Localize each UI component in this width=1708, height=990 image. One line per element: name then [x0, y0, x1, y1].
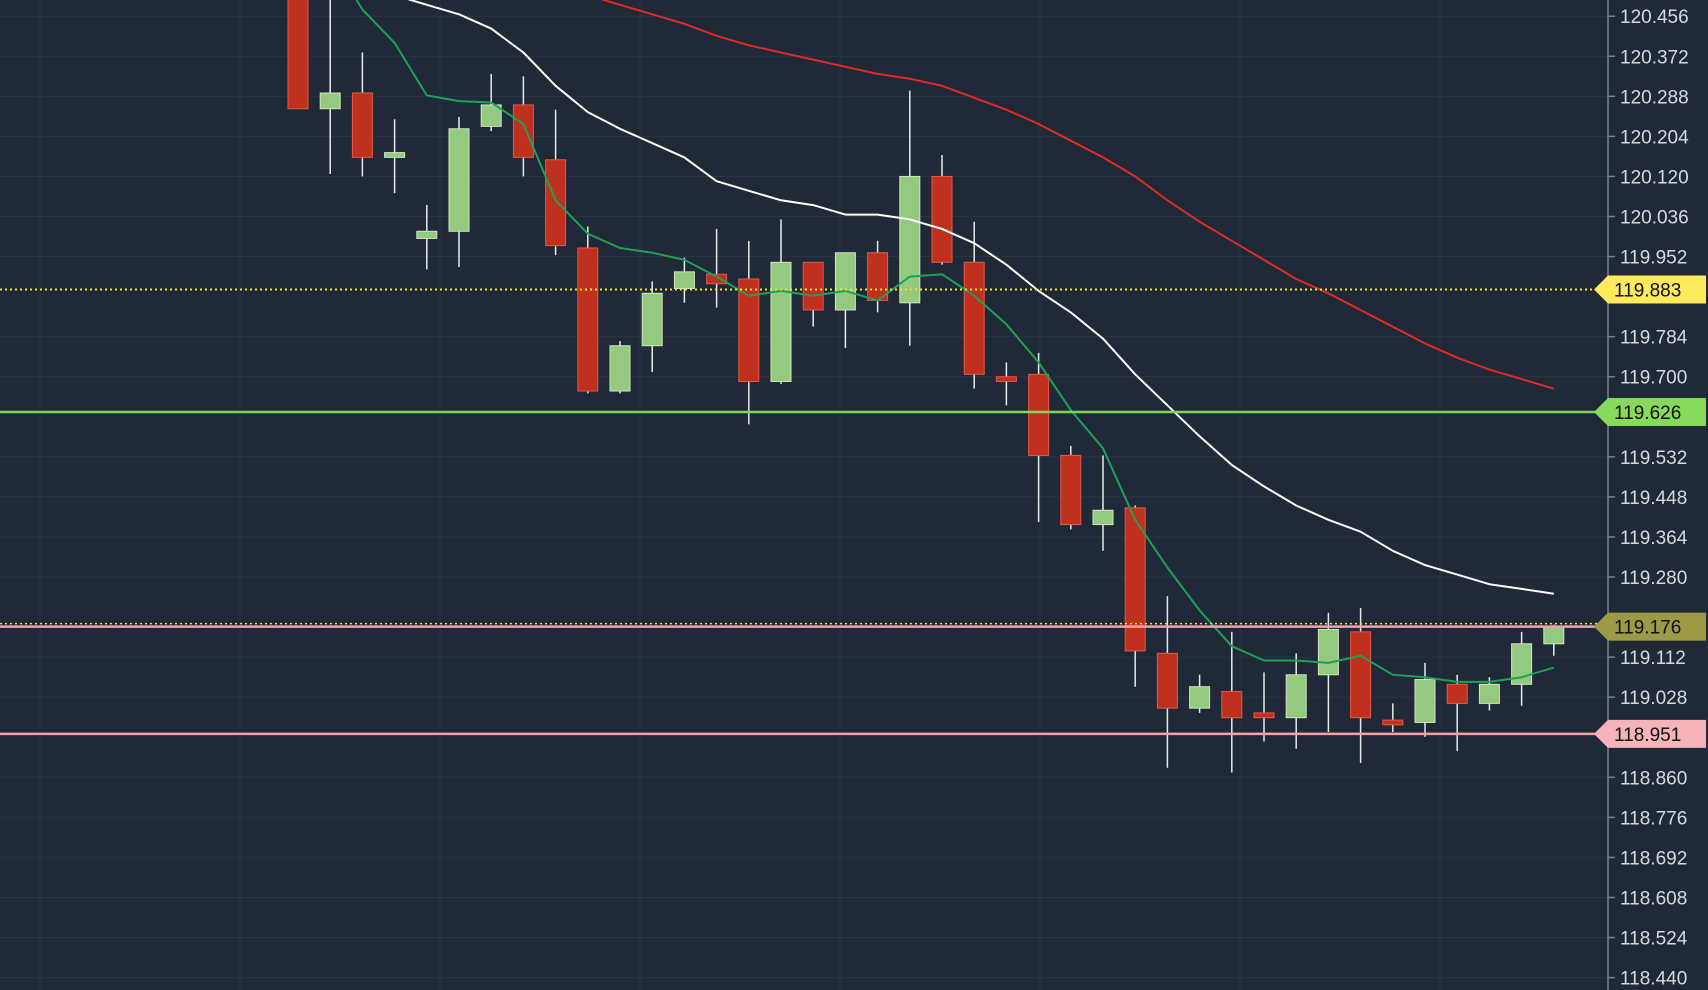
- candle-body-down: [706, 273, 728, 285]
- price-badge: [1594, 275, 1706, 304]
- price-badge-label: 119.883: [1614, 280, 1681, 301]
- candle-body-up: [673, 271, 695, 290]
- candle-body-up: [1317, 628, 1339, 676]
- price-tick-label: 119.448: [1620, 488, 1687, 509]
- price-tick-label: 118.860: [1620, 768, 1687, 789]
- price-tick-label: 119.028: [1620, 688, 1687, 709]
- price-tick-label: 118.440: [1620, 969, 1687, 990]
- candle-body-down: [1156, 652, 1178, 709]
- price-badge: [1594, 612, 1706, 641]
- price-badge: [1594, 398, 1706, 427]
- price-tick-label: 119.280: [1620, 568, 1687, 589]
- price-badge-label: 118.951: [1614, 725, 1681, 746]
- candle-body-down: [1060, 454, 1082, 526]
- price-tick-label: 119.784: [1620, 328, 1688, 349]
- candle-bodies: [287, 0, 1565, 726]
- candle-body-up: [899, 175, 921, 304]
- moving-averages: [355, 0, 1555, 683]
- candle-body-down: [738, 278, 760, 383]
- price-tick-label: 120.204: [1620, 127, 1689, 148]
- candle-body-up: [1092, 509, 1114, 526]
- candle-body-up: [1543, 626, 1565, 645]
- candle-body-up: [384, 152, 406, 158]
- candle-body-down: [1446, 683, 1468, 704]
- price-badge-label: 119.176: [1614, 618, 1681, 639]
- price-tick-label: 120.456: [1620, 7, 1689, 28]
- candle-body-up: [770, 261, 792, 383]
- price-tick-label: 119.952: [1620, 248, 1687, 269]
- grid: [0, 0, 1608, 990]
- candle-body-down: [963, 261, 985, 375]
- price-tick-label: 118.524: [1620, 929, 1688, 950]
- candle-body-up: [480, 104, 502, 127]
- candle-body-up: [1414, 679, 1436, 723]
- candle-body-down: [802, 261, 824, 311]
- price-lines[interactable]: [0, 288, 1608, 736]
- candle-body-up: [1511, 643, 1533, 685]
- price-tick-label: 118.608: [1620, 888, 1687, 909]
- price-tick-label: 119.532: [1620, 448, 1687, 469]
- candle-body-down: [995, 376, 1017, 383]
- price-tick-label: 120.372: [1620, 47, 1689, 68]
- price-tick-label: 120.288: [1620, 87, 1689, 108]
- candle-body-down: [545, 159, 567, 247]
- candle-body-up: [609, 345, 631, 392]
- candle-body-up: [1189, 686, 1211, 709]
- candle-body-down: [1350, 631, 1372, 719]
- price-tick-label: 118.692: [1620, 848, 1687, 869]
- price-badge-label: 119.626: [1614, 403, 1681, 424]
- price-tick-label: 120.120: [1620, 167, 1689, 188]
- candle-body-down: [867, 252, 889, 301]
- moving-average-slow-line: [600, 0, 1555, 390]
- price-tick-label: 119.700: [1620, 368, 1687, 389]
- candle-body-down: [1124, 507, 1146, 652]
- price-axis-ticks: 120.456 120.372 120.288 120.204 120.120 120.0…: [1608, 7, 1689, 990]
- candle-body-down: [577, 247, 599, 392]
- candle-body-down: [351, 92, 373, 158]
- candle-body-down: [512, 104, 534, 158]
- candle-body-down: [1253, 712, 1275, 719]
- price-tick-label: 118.776: [1620, 808, 1687, 829]
- price-axis-panel[interactable]: [1608, 0, 1708, 990]
- candle-body-down: [1028, 373, 1050, 456]
- candle-body-down: [1382, 719, 1404, 726]
- price-tick-label: 120.036: [1620, 208, 1689, 229]
- candle-body-up: [834, 252, 856, 311]
- price-tick-label: 119.364: [1620, 528, 1688, 549]
- price-tick-label: 119.112: [1620, 648, 1686, 669]
- moving-average-mid-line: [407, 0, 1554, 595]
- candle-body-up: [416, 230, 438, 239]
- price-badges: 119.883 119.626 119.176 118.951: [1594, 275, 1706, 748]
- candle-body-down: [1221, 690, 1243, 719]
- candle-body-down: [287, 0, 309, 110]
- candle-body-up: [641, 292, 663, 347]
- price-badge: [1594, 719, 1706, 748]
- candle-body-down: [931, 175, 953, 263]
- candle-body-up: [1285, 674, 1307, 719]
- moving-average-fast-line: [355, 0, 1555, 683]
- candle-body-up: [319, 92, 341, 110]
- candle-body-up: [448, 128, 470, 232]
- candle-body-up: [1478, 683, 1500, 704]
